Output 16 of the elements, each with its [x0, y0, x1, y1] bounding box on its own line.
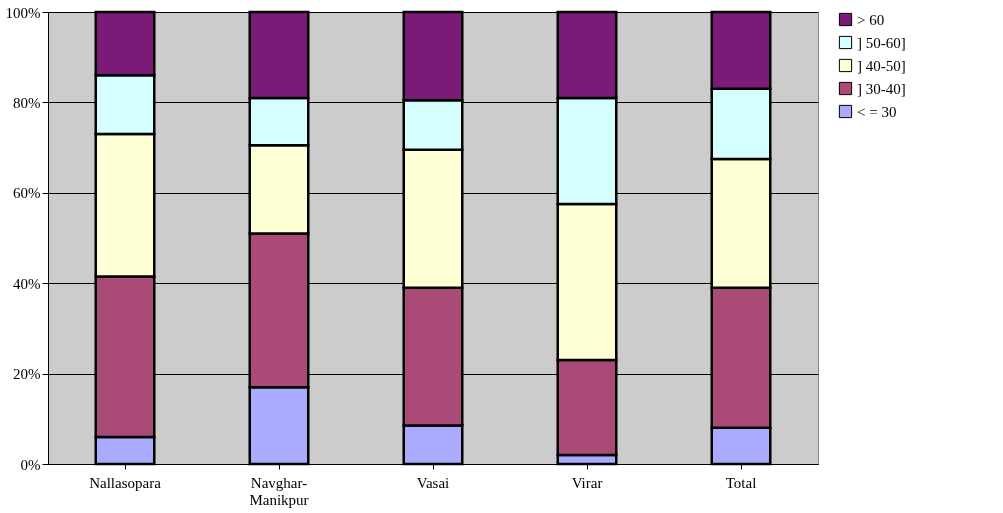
- legend-label: < = 30: [857, 103, 897, 120]
- x-tick-label: Nallasopara: [89, 474, 162, 491]
- legend-label: ] 50-60]: [857, 34, 906, 51]
- y-tick-label: 60%: [13, 185, 41, 202]
- y-tick-label: 80%: [13, 94, 41, 111]
- x-tick-label: Vasai: [416, 474, 450, 491]
- x-tick-label: Total: [725, 474, 757, 491]
- x-tick-label: Navghar-Manikpur: [249, 474, 309, 508]
- legend-label: ] 40-50]: [857, 57, 906, 74]
- y-tick-label: 0%: [20, 456, 41, 473]
- legend-label: ] 30-40]: [857, 80, 906, 97]
- y-tick-label: 40%: [13, 275, 41, 292]
- y-tick-label: 100%: [5, 4, 41, 21]
- legend-label: > 60: [857, 11, 885, 28]
- x-tick-label: Virar: [571, 474, 603, 491]
- y-tick-label: 20%: [13, 366, 41, 383]
